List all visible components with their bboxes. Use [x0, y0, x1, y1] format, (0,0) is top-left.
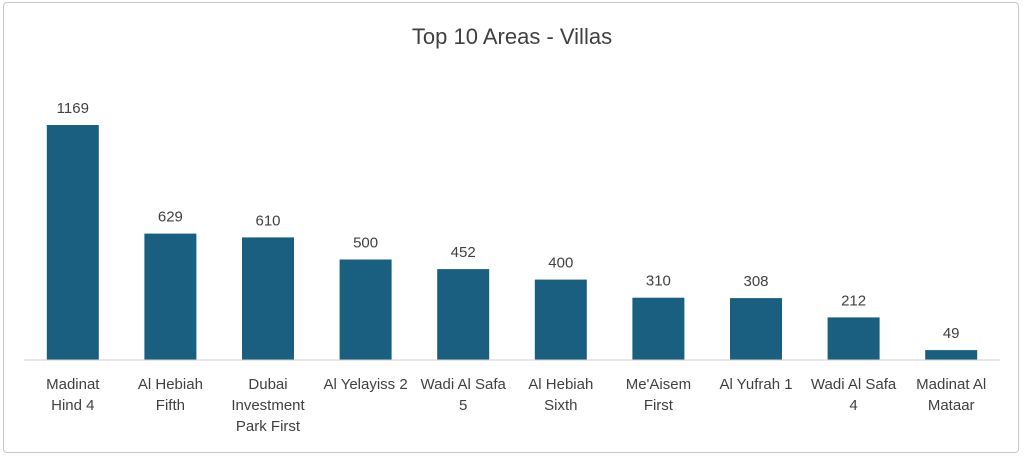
x-tick-label-line: Al Yelayiss 2	[323, 376, 407, 393]
x-tick-label-line: Park First	[236, 418, 301, 435]
x-tick-label-8: Al Yufrah 1	[719, 376, 792, 393]
x-tick-label-line: Fifth	[156, 397, 185, 414]
x-tick-label-3: Dubai Investment Park First	[231, 376, 305, 435]
x-tick-label-line: Al Hebiah	[528, 376, 593, 393]
bar-3	[242, 237, 294, 360]
x-tick-label-line: Dubai	[248, 376, 287, 393]
x-tick-label-7: Me'Aisem First	[626, 376, 691, 414]
data-label-5: 452	[451, 244, 476, 261]
x-tick-label-line: Madinat	[46, 376, 100, 393]
bar-6	[534, 279, 587, 360]
chart-frame	[3, 2, 1019, 453]
x-tick-label-4: Al Yelayiss 2	[323, 376, 407, 393]
x-tick-labels-group: Madinat Hind 4 Al Hebiah Fifth Dubai Investme…	[46, 376, 986, 435]
data-label-8: 308	[743, 273, 768, 290]
bar-5	[437, 269, 490, 360]
chart-title: Top 10 Areas - Villas	[412, 24, 612, 49]
x-tick-label-5: Wadi Al Safa 5	[421, 376, 507, 414]
data-label-6: 400	[548, 255, 573, 272]
x-tick-label-line: Mataar	[928, 397, 975, 414]
bar-10	[925, 350, 978, 360]
x-tick-label-line: Hind 4	[51, 397, 94, 414]
bar-1	[46, 125, 99, 360]
x-tick-label-1: Madinat Hind 4	[46, 376, 100, 414]
data-labels-group: 1169 629 610 500 452 400 310 308 212 49	[57, 100, 960, 342]
x-tick-label-2: Al Hebiah Fifth	[138, 376, 203, 414]
data-label-4: 500	[353, 235, 378, 252]
x-tick-label-line: 5	[459, 397, 467, 414]
x-tick-label-line: Al Yufrah 1	[719, 376, 792, 393]
x-tick-label-line: Wadi Al Safa	[811, 376, 897, 393]
x-tick-label-line: Wadi Al Safa	[421, 376, 507, 393]
x-tick-label-line: Investment	[231, 397, 305, 414]
x-tick-label-line: Madinat Al	[916, 376, 986, 393]
x-tick-label-line: 4	[849, 397, 857, 414]
x-tick-label-line: Al Hebiah	[138, 376, 203, 393]
data-label-10: 49	[943, 325, 960, 342]
bar-7	[632, 297, 685, 360]
bar-4	[339, 259, 392, 360]
data-label-1: 1169	[57, 100, 89, 117]
x-tick-label-line: First	[644, 397, 674, 414]
x-tick-label-line: Sixth	[544, 397, 577, 414]
data-label-2: 629	[158, 209, 183, 226]
bar-9	[827, 317, 880, 360]
bar-2	[144, 233, 197, 360]
data-label-7: 310	[646, 273, 671, 290]
data-label-9: 212	[841, 292, 866, 309]
x-tick-label-10: Madinat Al Mataar	[916, 376, 986, 414]
x-tick-label-6: Al Hebiah Sixth	[528, 376, 593, 414]
x-tick-label-9: Wadi Al Safa 4	[811, 376, 897, 414]
data-label-3: 610	[255, 212, 280, 229]
bars-group	[46, 125, 978, 360]
x-tick-label-line: Me'Aisem	[626, 376, 691, 393]
bar-8	[730, 298, 782, 360]
